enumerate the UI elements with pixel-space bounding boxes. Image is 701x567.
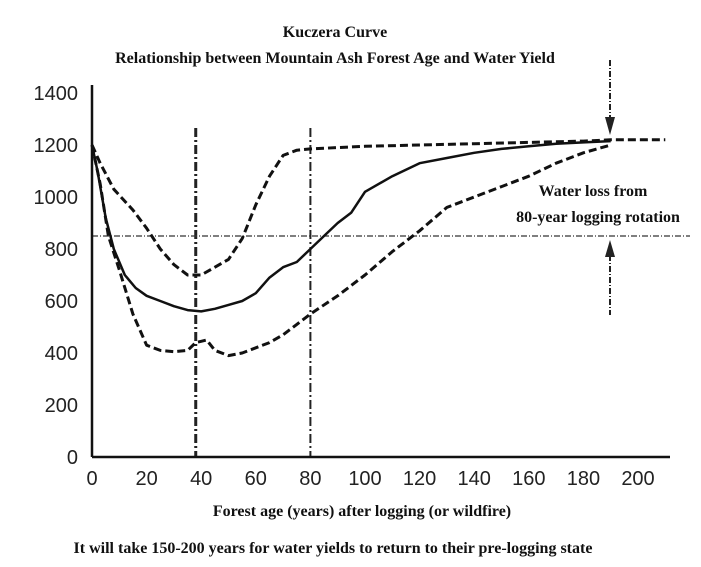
x-tick-label: 140: [458, 468, 491, 490]
tick-labels: 0 200 400 600 800 1000 1200 1400 0 20 40 60 80 100 120…: [34, 83, 655, 490]
water-loss-arrows: [605, 60, 615, 315]
x-axis-label: Forest age (years) after logging (or wil…: [213, 503, 511, 520]
x-tick-label: 160: [512, 468, 545, 490]
y-tick-label: 200: [45, 395, 78, 417]
chart-subtitle: Relationship between Mountain Ash Forest…: [115, 50, 555, 67]
arrow-down-head: [605, 117, 615, 135]
x-tick-label: 60: [245, 468, 267, 490]
y-tick-label: 1200: [34, 135, 79, 157]
x-tick-label: 0: [86, 468, 97, 490]
y-tick-label: 400: [45, 343, 78, 365]
x-tick-label: 40: [190, 468, 212, 490]
series-line: [90, 139, 611, 313]
x-tick-label: 20: [135, 468, 157, 490]
y-tick-label: 800: [45, 239, 78, 261]
series-line: [90, 138, 666, 277]
annotation-water-loss-line1: Water loss from: [539, 183, 648, 200]
chart-title: Kuczera Curve: [283, 24, 387, 41]
x-tick-label: 180: [567, 468, 600, 490]
footnote: It will take 150-200 years for water yie…: [74, 540, 593, 557]
x-tick-label: 80: [299, 468, 321, 490]
annotation-water-loss-line2: 80-year logging rotation: [516, 209, 680, 226]
series-line: [90, 143, 612, 358]
y-tick-label: 1000: [34, 187, 79, 209]
x-tick-label: 100: [348, 468, 381, 490]
x-tick-label: 120: [403, 468, 436, 490]
data-series: [90, 138, 666, 358]
reference-lines: [92, 128, 690, 457]
y-tick-label: 0: [67, 447, 78, 469]
y-tick-label: 1400: [34, 83, 79, 105]
x-tick-label: 200: [621, 468, 654, 490]
y-tick-label: 600: [45, 291, 78, 313]
arrow-up-head: [605, 240, 615, 257]
